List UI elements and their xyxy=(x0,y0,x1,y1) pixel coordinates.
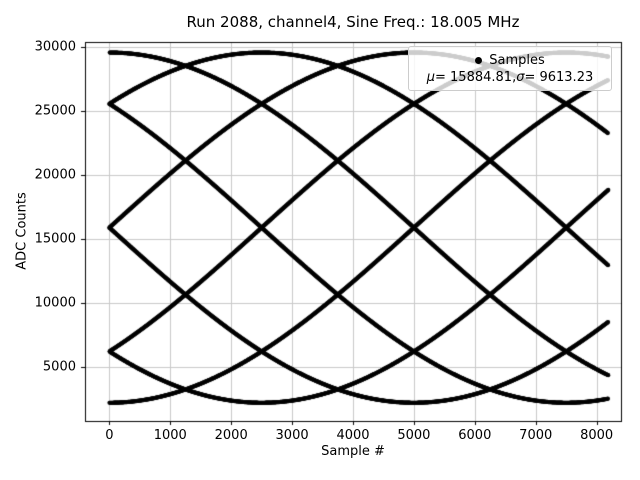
y-tick-label: 10000 xyxy=(34,295,76,311)
x-tick-label: 5000 xyxy=(397,428,431,443)
sigma-symbol: σ xyxy=(516,70,525,85)
x-tick-label: 7000 xyxy=(519,428,553,443)
point-marker-icon xyxy=(475,57,483,64)
x-tick-label: 6000 xyxy=(458,428,492,443)
x-tick-label: 3000 xyxy=(275,428,309,443)
x-tick-label: 0 xyxy=(105,428,114,443)
chart-title: Run 2088, channel4, Sine Freq.: 18.005 M… xyxy=(186,13,520,31)
y-tick-label: 25000 xyxy=(34,103,76,119)
y-tick-label: 30000 xyxy=(34,39,76,55)
y-axis-label: ADC Counts xyxy=(14,192,30,270)
x-tick-label: 2000 xyxy=(214,428,248,443)
y-tick-label: 20000 xyxy=(34,167,76,183)
legend-entry-samples: Samples xyxy=(475,52,545,69)
legend: Samples μ = 15884.81, σ = 9613.23 xyxy=(408,46,612,91)
x-tick-label: 8000 xyxy=(580,428,614,443)
mu-symbol: μ xyxy=(426,70,436,85)
x-axis-label: Sample # xyxy=(321,444,385,459)
x-tick-label: 1000 xyxy=(153,428,187,443)
y-tick-label: 5000 xyxy=(42,359,76,375)
y-tick-label: 15000 xyxy=(34,231,76,247)
legend-label: Samples xyxy=(489,53,545,68)
mu-value: = 15884.81, xyxy=(435,70,517,85)
x-tick-label: 4000 xyxy=(336,428,370,443)
sigma-value: = 9613.23 xyxy=(524,70,594,85)
legend-stats: μ = 15884.81, σ = 9613.23 xyxy=(427,69,594,86)
